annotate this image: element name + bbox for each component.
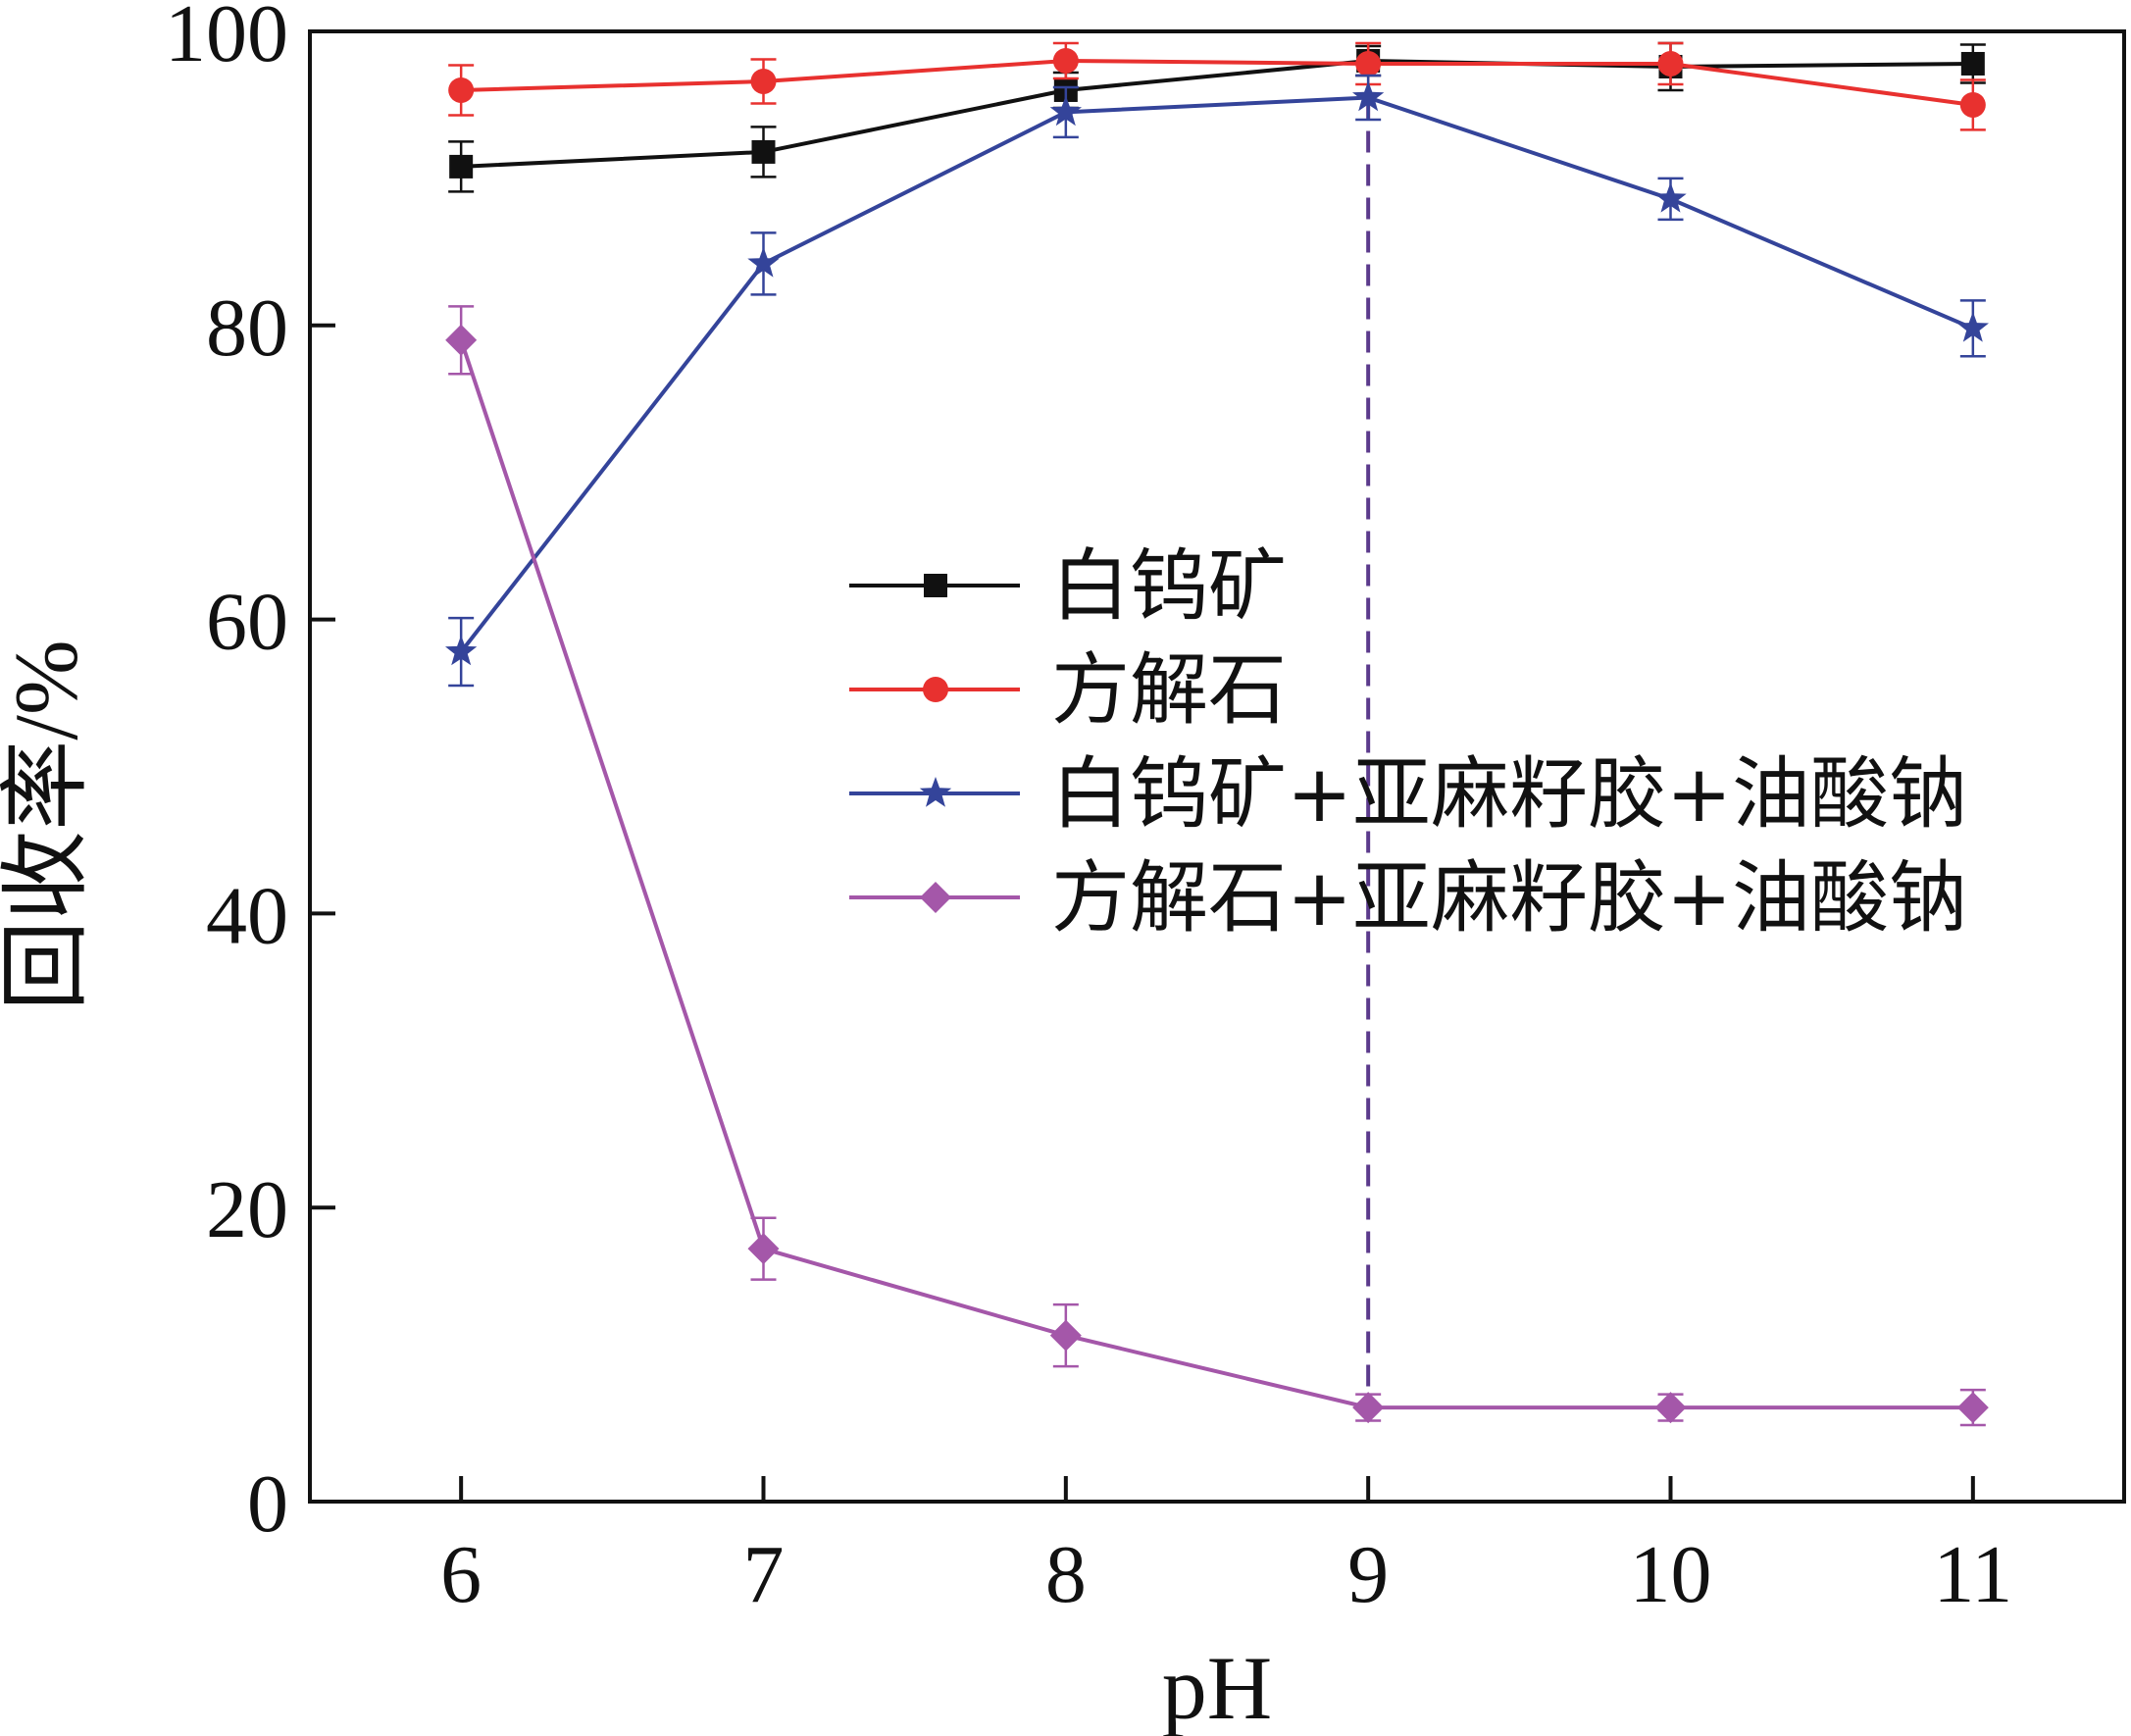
y-tick-label-0: 0 (247, 1458, 288, 1550)
plot-frame (308, 29, 2126, 1504)
x-axis-ticks: 6 7 8 9 10 11 (440, 1476, 2012, 1620)
x-tick-label-8: 8 (1045, 1529, 1087, 1620)
series-2 (445, 74, 1989, 688)
series-3-point-5 (1956, 1392, 1989, 1424)
series-1-point-1 (750, 68, 777, 94)
series-3-point-2 (1049, 1319, 1082, 1352)
legend-label-1: 方解石 (1051, 644, 1287, 736)
series-3-line (459, 339, 1973, 1410)
legend-label-0: 白钨矿 (1051, 540, 1287, 632)
series-0-point-0 (449, 154, 474, 179)
y-tick-label-80: 80 (206, 282, 288, 374)
series-2-point-0 (445, 635, 478, 666)
series-3-point-4 (1654, 1392, 1687, 1424)
legend-marker-1 (923, 677, 948, 702)
x-tick-label-7: 7 (743, 1529, 785, 1620)
legend-marker-3 (920, 882, 951, 913)
series-2-point-5 (1956, 311, 1989, 342)
series-3-point-1 (747, 1233, 780, 1265)
series-group (445, 41, 1989, 1427)
x-tick-label-6: 6 (440, 1529, 482, 1620)
series-1-point-4 (1657, 50, 1684, 77)
series-2-point-3 (1352, 80, 1385, 112)
series-3-point-3 (1352, 1392, 1385, 1424)
series-1-point-3 (1355, 50, 1382, 77)
series-2-line (459, 95, 1974, 653)
y-axis-ticks: 0 20 40 60 80 100 (165, 0, 335, 1550)
y-tick-label-20: 20 (206, 1164, 288, 1255)
series-2-point-1 (747, 246, 780, 278)
series-0-line (461, 58, 1973, 169)
series-1-point-0 (448, 77, 475, 103)
series-3-point-0 (445, 324, 478, 356)
legend-marker-2 (919, 777, 952, 807)
x-axis-title: pH (1162, 1638, 1272, 1736)
x-tick-label-9: 9 (1347, 1529, 1389, 1620)
y-tick-label-40: 40 (206, 870, 288, 961)
legend-label-2: 白钨矿+亚麻籽胶+油酸钠 (1051, 748, 1967, 840)
x-tick-label-10: 10 (1630, 1529, 1712, 1620)
series-3 (445, 305, 1989, 1427)
series-0-point-1 (751, 139, 776, 164)
legend-label-3: 方解石+亚麻籽胶+油酸钠 (1051, 852, 1967, 944)
y-tick-label-60: 60 (206, 577, 288, 668)
y-axis-title: 回收率/% (0, 639, 96, 1010)
y-tick-label-100: 100 (165, 0, 288, 79)
series-2-point-4 (1654, 181, 1687, 213)
series-2-point-2 (1049, 95, 1082, 127)
series-0-point-5 (1960, 51, 1985, 76)
series-1-line (461, 58, 1974, 107)
x-tick-label-11: 11 (1933, 1529, 2012, 1620)
legend-marker-0 (924, 574, 947, 597)
series-1 (448, 41, 1986, 131)
series-1-point-5 (1959, 91, 1986, 118)
series-1-point-2 (1052, 47, 1079, 74)
